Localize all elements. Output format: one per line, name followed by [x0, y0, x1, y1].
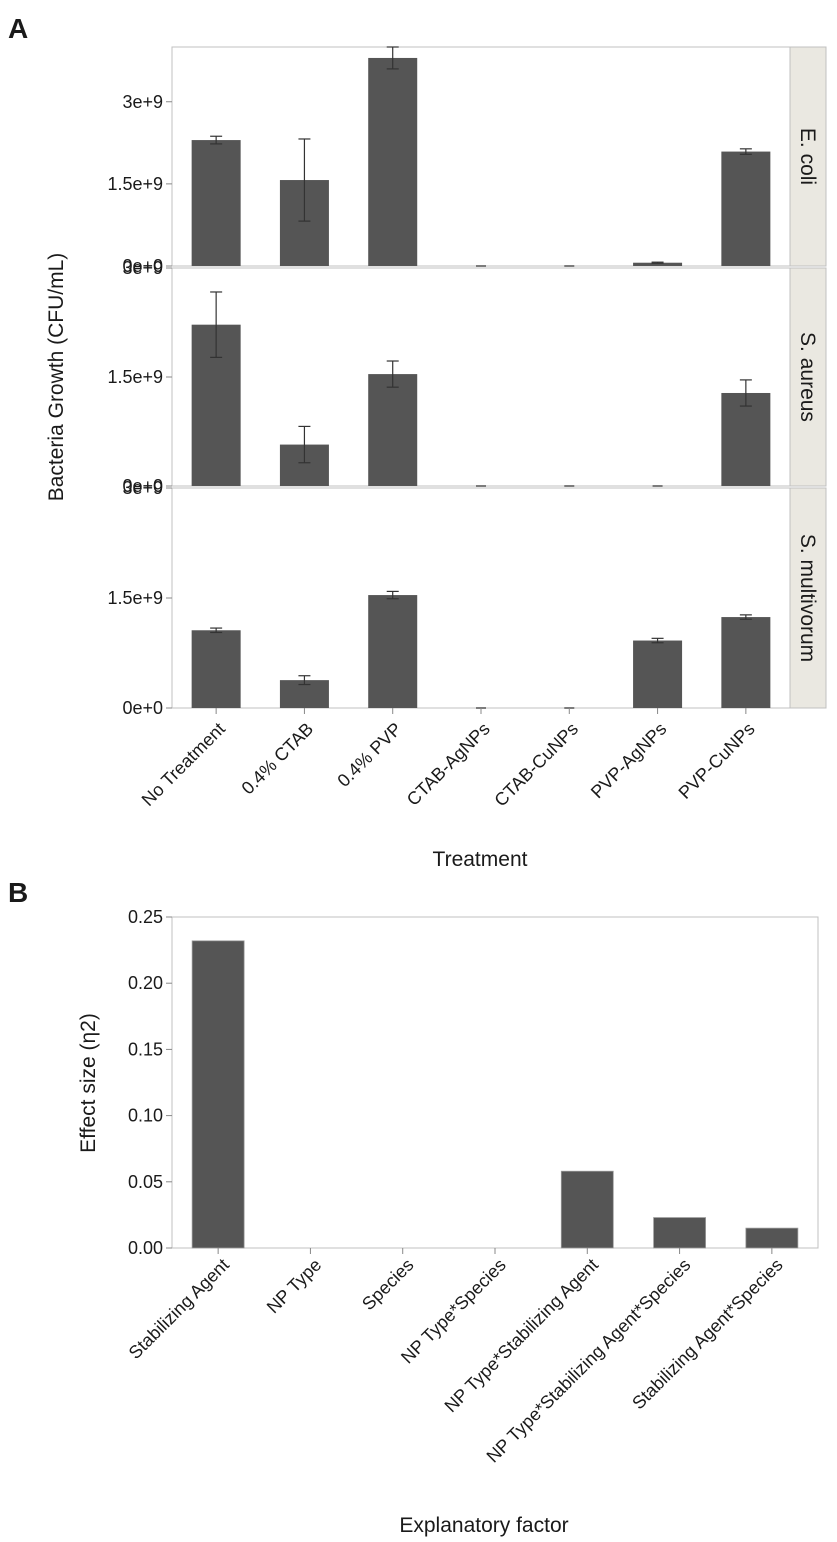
- x-tick-label-species: Species: [358, 1255, 417, 1314]
- chart-a-x-axis-title: Treatment: [433, 848, 528, 871]
- y-tick-label: 0.15: [128, 1039, 163, 1059]
- x-tick-label-pvp-cunps: PVP-CuNPs: [675, 719, 759, 803]
- x-tick-label-0-4-pvp: 0.4% PVP: [333, 719, 405, 791]
- bar-s-aureus-pvp-cunps: [721, 392, 771, 486]
- bar-s-aureus-0-4-pvp: [368, 374, 418, 486]
- x-tick-label-ctab-agnps: CTAB-AgNPs: [403, 719, 494, 810]
- bar-np-type-stabilizing-agent: [560, 1170, 614, 1249]
- bar-e-coli-0-4-pvp: [368, 57, 418, 267]
- y-tick-label: 0.00: [128, 1238, 163, 1258]
- facet-label-e-coli: E. coli: [796, 128, 819, 185]
- chart-b-y-axis-title: Effect size (η2): [77, 1013, 100, 1153]
- facet-frame-e-coli: [171, 46, 791, 267]
- chart-b-effect-size: Effect size (η2) Explanatory factor 0.00…: [77, 907, 819, 1537]
- x-tick-label-np-type: NP Type: [263, 1255, 326, 1318]
- chart-b-x-axis-title: Explanatory factor: [399, 1514, 568, 1537]
- bar-np-type-stabilizing-agent-species: [653, 1217, 706, 1249]
- bar-s-multivorum-no-treatment: [191, 630, 241, 708]
- x-tick-label-np-type-stabilizing-agent-species: NP Type*Stabilizing Agent*Species: [483, 1255, 695, 1467]
- y-tick-label: 0e+0: [122, 256, 163, 276]
- y-tick-label: 0.25: [128, 907, 163, 927]
- y-tick-label: 1.5e+9: [107, 588, 163, 608]
- chart-a-y-axis-title: Bacteria Growth (CFU/mL): [45, 253, 68, 502]
- chart-a-bacteria-growth: Bacteria Growth (CFU/mL) Treatment E. co…: [45, 46, 827, 871]
- y-tick-label: 0.20: [128, 973, 163, 993]
- facet-frame-s-aureus: [171, 267, 791, 487]
- x-tick-label-stabilizing-agent: Stabilizing Agent: [125, 1255, 233, 1363]
- x-tick-label-ctab-cunps: CTAB-CuNPs: [490, 719, 582, 811]
- x-tick-label-pvp-agnps: PVP-AgNPs: [587, 719, 670, 802]
- x-tick-label-stabilizing-agent-species: Stabilizing Agent*Species: [628, 1255, 786, 1413]
- bar-stabilizing-agent-species: [745, 1227, 799, 1249]
- y-tick-label: 1.5e+9: [107, 174, 163, 194]
- x-tick-label-no-treatment: No Treatment: [138, 719, 229, 810]
- panel-a-letter: A: [8, 13, 28, 44]
- chart-b-frame: [171, 916, 819, 1249]
- panel-b-letter: B: [8, 877, 28, 908]
- bar-s-multivorum-0-4-pvp: [368, 595, 418, 708]
- y-tick-label: 0e+0: [122, 476, 163, 496]
- facet-strip-e-coli: [789, 46, 827, 267]
- bar-e-coli-no-treatment: [191, 140, 241, 266]
- y-tick-label: 3e+9: [122, 92, 163, 112]
- bar-e-coli-pvp-agnps: [633, 262, 683, 266]
- y-tick-label: 0.10: [128, 1106, 163, 1126]
- facet-label-s-multivorum: S. multivorum: [796, 534, 819, 662]
- bar-e-coli-pvp-cunps: [721, 151, 771, 266]
- bar-stabilizing-agent: [191, 940, 245, 1249]
- facet-label-s-aureus: S. aureus: [796, 332, 819, 422]
- facet-frame-s-multivorum: [171, 487, 791, 709]
- bar-s-multivorum-pvp-cunps: [721, 617, 771, 708]
- x-tick-label-0-4-ctab: 0.4% CTAB: [238, 719, 318, 799]
- y-tick-label: 0.05: [128, 1172, 163, 1192]
- facet-strip-s-multivorum: [789, 487, 827, 709]
- y-tick-label: 1.5e+9: [107, 367, 163, 387]
- facet-strip-s-aureus: [789, 267, 827, 487]
- y-tick-label: 0e+0: [122, 698, 163, 718]
- x-tick-label-np-type-stabilizing-agent: NP Type*Stabilizing Agent: [441, 1255, 603, 1417]
- y-tick-label: 3e+9: [122, 478, 163, 498]
- bar-s-multivorum-pvp-agnps: [633, 640, 683, 708]
- y-tick-label: 3e+9: [122, 258, 163, 278]
